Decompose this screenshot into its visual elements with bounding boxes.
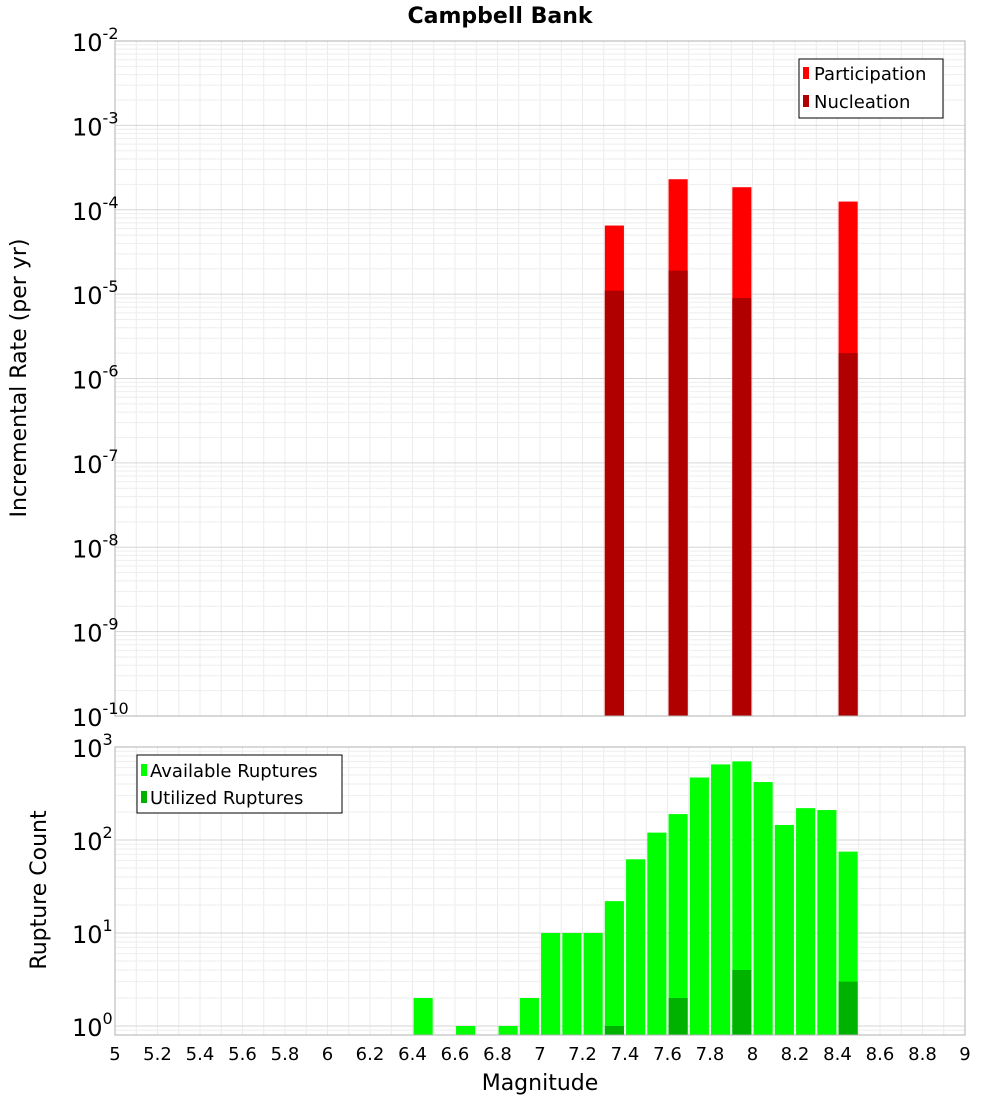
x-tick-label: 7.6: [653, 1044, 682, 1065]
y-tick-label: 10-9: [72, 615, 119, 648]
x-tick-label: 5: [109, 1044, 120, 1065]
top-y-tick-labels: 10-10 10-9 10-8 10-7 10-6 10-5 10-4 10-3 10-2: [72, 24, 129, 732]
y-tick-label: 101: [72, 916, 113, 949]
x-tick-label: 6.2: [356, 1044, 385, 1065]
x-tick-label: 9: [959, 1044, 970, 1065]
legend-label-participation: Participation: [814, 64, 926, 85]
bar-available-ruptures: [413, 997, 433, 1035]
x-tick-label: 8.8: [908, 1044, 937, 1065]
bar-available-ruptures: [562, 932, 582, 1035]
legend-label-nucleation: Nucleation: [814, 92, 910, 113]
x-tick-label: 7: [534, 1044, 545, 1065]
legend-swatch-available: [141, 764, 147, 776]
x-tick-label: 7.2: [568, 1044, 597, 1065]
x-tick-label: 6.4: [398, 1044, 427, 1065]
bar-available-ruptures: [689, 777, 709, 1035]
bar-available-ruptures: [456, 1025, 476, 1035]
y-tick-label: 10-2: [72, 24, 119, 57]
bar-available-ruptures: [817, 810, 837, 1035]
x-tick-label: 8.2: [781, 1044, 810, 1065]
bar-available-ruptures: [498, 1025, 518, 1035]
bottom-legend-box: [136, 754, 343, 814]
top-panel-bars: [604, 179, 858, 716]
legend-swatch-participation: [803, 67, 809, 79]
legend-swatch-nucleation: [803, 95, 809, 107]
bar-nucleation: [668, 270, 688, 716]
y-tick-label: 10-10: [72, 699, 129, 732]
top-plot-frame: [114, 40, 966, 717]
x-tick-label: 7.8: [696, 1044, 725, 1065]
bottom-legend: Available Ruptures Utilized Ruptures: [136, 754, 343, 814]
x-axis-label: Magnitude: [482, 1071, 599, 1096]
y-tick-label: 100: [72, 1009, 113, 1042]
bar-utilized-ruptures: [668, 997, 688, 1035]
bar-available-ruptures: [626, 859, 646, 1035]
y-tick-label: 10-5: [72, 277, 119, 310]
legend-label-available: Available Ruptures: [150, 761, 318, 782]
x-tick-label: 5.2: [143, 1044, 172, 1065]
bar-utilized-ruptures: [732, 969, 752, 1035]
x-tick-label: 5.8: [271, 1044, 300, 1065]
x-tick-label: 6.6: [441, 1044, 470, 1065]
x-tick-label: 5.6: [228, 1044, 257, 1065]
bar-available-ruptures: [732, 761, 752, 1035]
x-tick-label: 8.4: [823, 1044, 852, 1065]
y-tick-label: 10-3: [72, 108, 119, 141]
bottom-plot-frame: [114, 746, 966, 1036]
x-tick-label: 6.8: [483, 1044, 512, 1065]
bar-available-ruptures: [519, 997, 539, 1035]
bar-available-ruptures: [668, 814, 688, 1035]
bottom-y-tick-labels: 100 101 102 103: [72, 730, 113, 1042]
top-y-axis-label: Incremental Rate (per yr): [7, 239, 32, 518]
bar-utilized-ruptures: [838, 981, 858, 1035]
bar-nucleation: [604, 290, 624, 716]
bar-available-ruptures: [583, 932, 603, 1035]
x-tick-label: 7.4: [611, 1044, 640, 1065]
top-panel-grid: [114, 41, 966, 717]
bar-available-ruptures: [774, 824, 794, 1035]
top-legend: Participation Nucleation: [798, 58, 944, 119]
bar-available-ruptures: [647, 832, 667, 1035]
x-tick-labels: 5 5.2 5.4 5.6 5.8 6 6.2 6.4 6.6 6.8 7 7.2 7.4 7.6 7.8 8…: [109, 1044, 970, 1065]
bar-utilized-ruptures: [604, 1025, 624, 1035]
y-tick-label: 10-7: [72, 446, 119, 479]
bar-nucleation: [838, 353, 858, 716]
bar-available-ruptures: [711, 764, 731, 1035]
bar-available-ruptures: [753, 782, 773, 1035]
x-tick-label: 5.4: [186, 1044, 215, 1065]
bottom-y-axis-label: Rupture Count: [27, 810, 52, 970]
bar-available-ruptures: [796, 808, 816, 1035]
x-tick-label: 8: [747, 1044, 758, 1065]
y-tick-label: 10-4: [72, 193, 119, 226]
y-tick-label: 102: [72, 823, 113, 856]
chart-title: Campbell Bank: [408, 4, 594, 29]
bar-nucleation: [732, 297, 752, 716]
x-tick-label: 8.6: [866, 1044, 895, 1065]
y-tick-label: 103: [72, 730, 113, 763]
bar-available-ruptures: [541, 932, 561, 1035]
legend-swatch-utilized: [141, 791, 147, 803]
bottom-panel-bars: [413, 761, 858, 1035]
y-tick-label: 10-8: [72, 530, 119, 563]
x-tick-label: 6: [322, 1044, 333, 1065]
legend-label-utilized: Utilized Ruptures: [150, 788, 303, 809]
top-legend-box: [798, 58, 944, 119]
y-tick-label: 10-6: [72, 362, 119, 395]
bar-available-ruptures: [604, 901, 624, 1035]
